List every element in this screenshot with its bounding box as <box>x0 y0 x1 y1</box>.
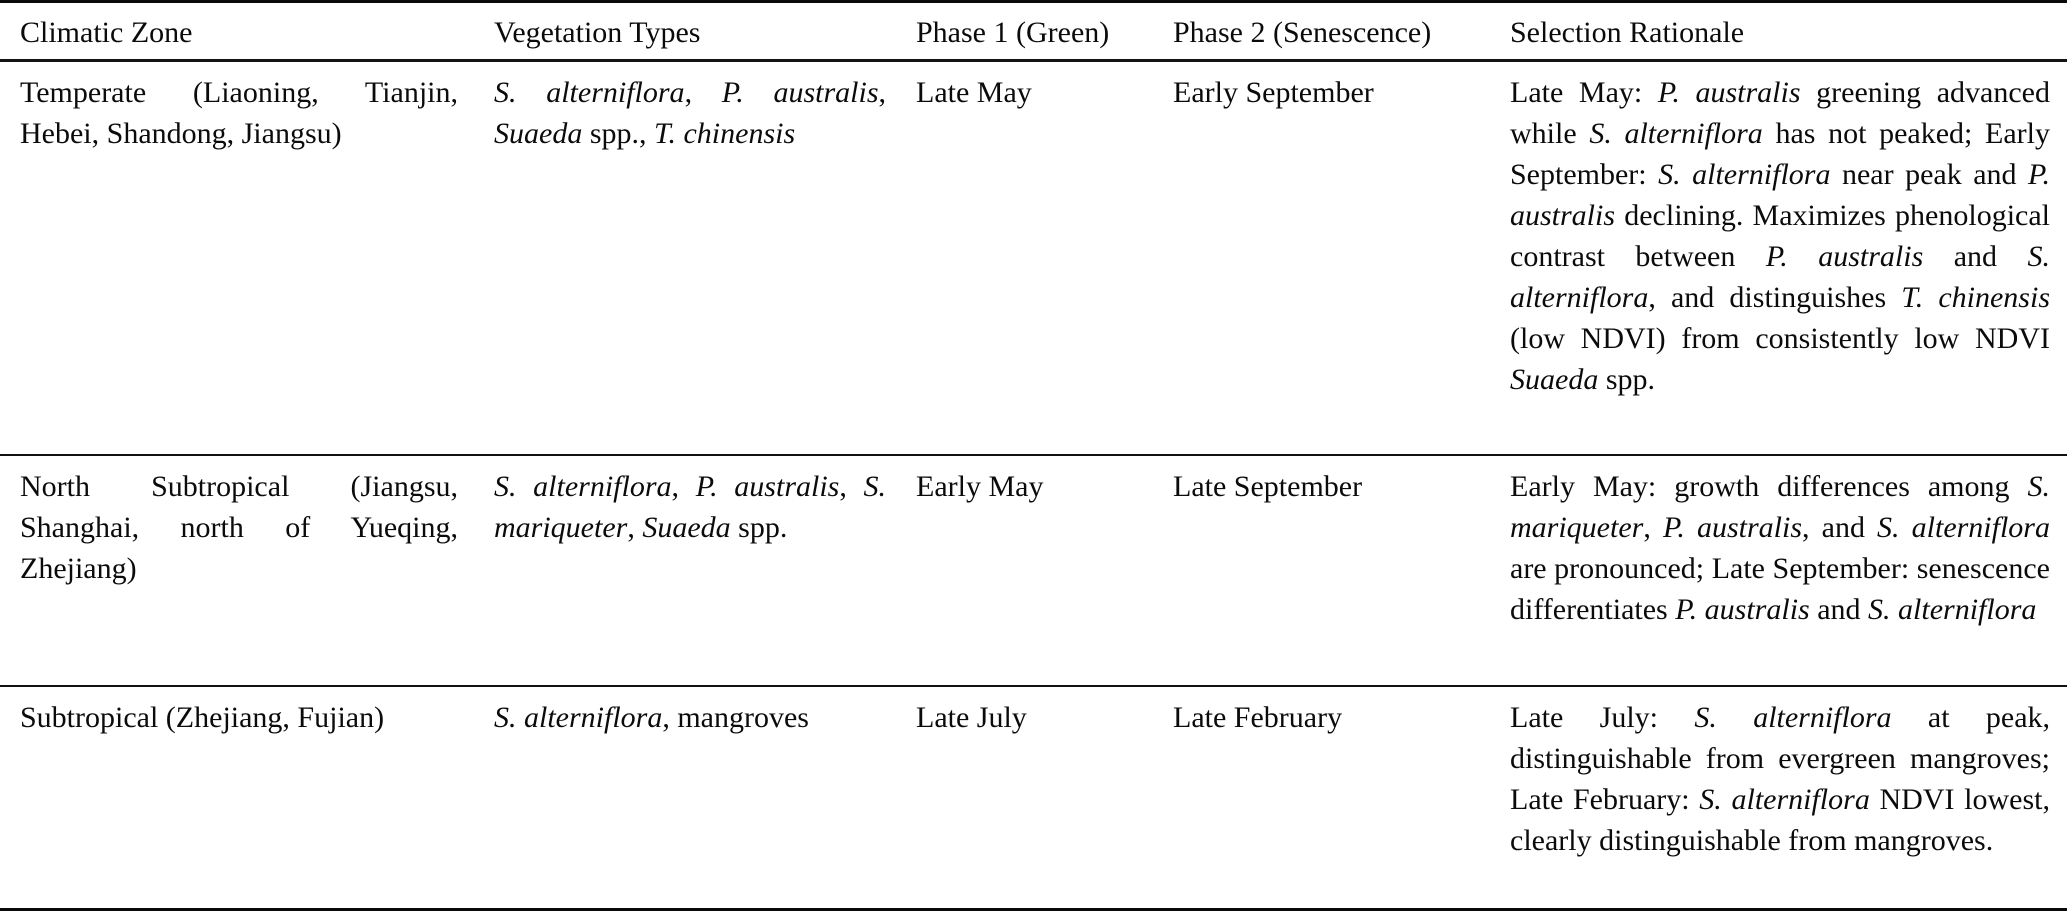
cell-climatic-zone: Subtropical (Zhejiang, Fujian) <box>20 701 385 734</box>
col-header-selection-rationale: Selection Rationale <box>1510 16 1745 49</box>
cell-vegetation-types: S. alterniflora, mangroves <box>494 701 809 734</box>
cell-vegetation-types: S. alterniflora, P. australis, S. mariqu… <box>494 470 887 544</box>
cell-climatic-zone: Temperate (Liaoning, Tianjin, Hebei, Sha… <box>20 76 458 150</box>
col-header-phase2-senescence: Phase 2 (Senescence) <box>1173 16 1432 49</box>
table-header-row: Climatic Zone Vegetation Types Phase 1 (… <box>0 3 2067 62</box>
cell-phase2: Early September <box>1173 76 1374 109</box>
cell-phase1: Late July <box>916 701 1027 734</box>
table-row-temperate: Temperate (Liaoning, Tianjin, Hebei, Sha… <box>0 62 2067 456</box>
col-header-phase1-green: Phase 1 (Green) <box>916 16 1110 49</box>
cell-selection-rationale: Late July: S. alterniflora at peak, dist… <box>1510 701 2051 857</box>
cell-vegetation-types: S. alterniflora, P. australis, Suaeda sp… <box>494 76 886 150</box>
cell-phase2: Late September <box>1173 470 1363 503</box>
table-row-subtropical: Subtropical (Zhejiang, Fujian) S. altern… <box>0 687 2067 911</box>
cell-phase2: Late February <box>1173 701 1343 734</box>
cell-phase1: Late May <box>916 76 1032 109</box>
cell-climatic-zone: North Subtropical (Jiangsu, Shanghai, no… <box>20 470 458 585</box>
cell-phase1: Early May <box>916 470 1044 503</box>
col-header-climatic-zone: Climatic Zone <box>20 16 193 49</box>
cell-selection-rationale: Late May: P. australis greening advanced… <box>1510 76 2050 396</box>
col-header-vegetation-types: Vegetation Types <box>494 16 701 49</box>
table-row-north-subtropical: North Subtropical (Jiangsu, Shanghai, no… <box>0 456 2067 687</box>
cell-selection-rationale: Early May: growth differences among S. m… <box>1510 470 2050 626</box>
